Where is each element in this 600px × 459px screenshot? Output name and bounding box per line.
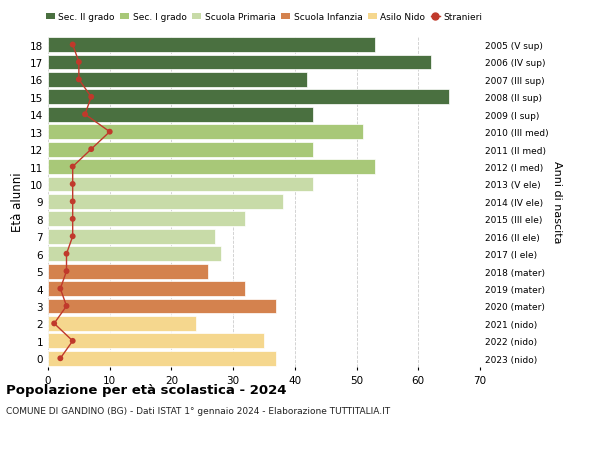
Point (68, 337, 77, 345)
Bar (48, 73, 307, 88)
Bar (48, 212, 245, 227)
Point (86, 146, 96, 153)
Point (68, 42, 77, 49)
Point (68, 198, 77, 206)
Point (62, 302, 71, 310)
Point (62, 268, 71, 275)
Bar (48, 125, 363, 140)
Bar (48, 281, 245, 297)
Y-axis label: Età alunni: Età alunni (11, 172, 25, 232)
Point (68, 233, 77, 241)
Bar (48, 264, 208, 279)
Bar (48, 316, 196, 331)
Bar (48, 160, 375, 174)
Bar (48, 56, 431, 70)
Bar (48, 142, 313, 157)
Point (62, 251, 71, 258)
Point (56, 355, 65, 362)
Point (68, 181, 77, 188)
Bar (48, 177, 313, 192)
Point (74, 77, 83, 84)
Bar (48, 299, 277, 313)
Text: COMUNE DI GANDINO (BG) - Dati ISTAT 1° gennaio 2024 - Elaborazione TUTTITALIA.IT: COMUNE DI GANDINO (BG) - Dati ISTAT 1° g… (6, 406, 390, 415)
Point (74, 59, 83, 67)
Point (86, 94, 96, 101)
Y-axis label: Anni di nascita: Anni di nascita (553, 161, 562, 243)
Bar (48, 107, 313, 123)
Bar (48, 247, 221, 262)
Bar (48, 195, 283, 209)
Bar (48, 230, 215, 244)
Point (68, 163, 77, 171)
Bar (48, 334, 264, 348)
Point (56, 285, 65, 292)
Bar (48, 90, 449, 105)
Point (105, 129, 115, 136)
Bar (48, 351, 277, 366)
Point (80, 112, 90, 119)
Point (68, 216, 77, 223)
Bar (48, 38, 375, 53)
Text: Popolazione per età scolastica - 2024: Popolazione per età scolastica - 2024 (6, 383, 287, 396)
Legend: Sec. II grado, Sec. I grado, Scuola Primaria, Scuola Infanzia, Asilo Nido, Stran: Sec. II grado, Sec. I grado, Scuola Prim… (42, 10, 486, 26)
Point (49, 320, 59, 327)
